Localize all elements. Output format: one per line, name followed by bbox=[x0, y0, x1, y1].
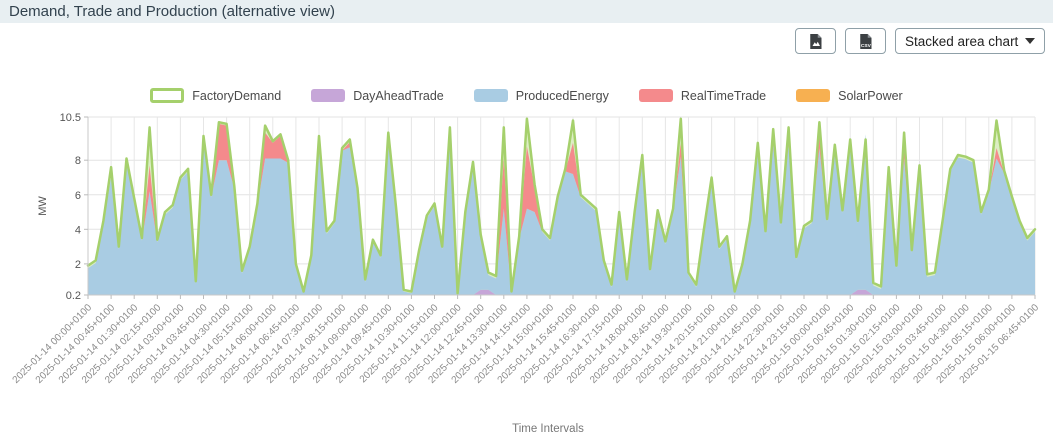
legend-swatch bbox=[796, 89, 831, 102]
y-tick-label: 4 bbox=[75, 224, 81, 236]
legend-label: SolarPower bbox=[838, 88, 903, 103]
legend-label: RealTimeTrade bbox=[680, 88, 767, 103]
chevron-down-icon bbox=[1025, 38, 1035, 44]
y-tick-label: 2 bbox=[75, 259, 81, 271]
export-csv-button[interactable]: CSV bbox=[845, 28, 886, 54]
svg-text:CSV: CSV bbox=[861, 42, 872, 48]
legend-swatch bbox=[473, 89, 508, 102]
export-image-button[interactable] bbox=[795, 28, 836, 54]
page-title: Demand, Trade and Production (alternativ… bbox=[0, 0, 1053, 23]
stack-area-ProducedEnergy bbox=[88, 132, 1035, 295]
legend-item-ProducedEnergy[interactable]: ProducedEnergy bbox=[473, 88, 609, 103]
legend-label: ProducedEnergy bbox=[515, 88, 609, 103]
legend-item-SolarPower[interactable]: SolarPower bbox=[796, 89, 903, 103]
file-csv-icon: CSV bbox=[860, 33, 872, 49]
chart-type-value: Stacked area chart bbox=[905, 33, 1019, 49]
y-tick-label: 10.5 bbox=[60, 112, 81, 124]
legend-swatch bbox=[311, 89, 346, 102]
chart-toolbar: CSV Stacked area chart bbox=[795, 28, 1045, 54]
y-tick-label: 6 bbox=[75, 190, 81, 202]
legend-item-DayAheadTrade[interactable]: DayAheadTrade bbox=[311, 89, 444, 103]
chart-type-select[interactable]: Stacked area chart bbox=[895, 28, 1045, 54]
legend-item-RealTimeTrade[interactable]: RealTimeTrade bbox=[638, 88, 767, 103]
y-tick-label: 8 bbox=[75, 155, 81, 167]
y-axis-title: MW bbox=[37, 196, 49, 216]
y-tick-label: 0.2 bbox=[66, 290, 81, 302]
factory-demand-line bbox=[86, 117, 1037, 295]
x-axis-title: Time Intervals bbox=[512, 423, 584, 435]
legend-label: FactoryDemand bbox=[192, 88, 282, 103]
file-image-icon bbox=[810, 33, 822, 49]
legend-swatch bbox=[150, 88, 185, 103]
legend-label: DayAheadTrade bbox=[353, 88, 444, 103]
legend-item-FactoryDemand[interactable]: FactoryDemand bbox=[150, 88, 281, 103]
chart-legend: FactoryDemand DayAheadTrade ProducedEnergy… bbox=[0, 88, 1053, 103]
legend-swatch bbox=[638, 89, 673, 102]
